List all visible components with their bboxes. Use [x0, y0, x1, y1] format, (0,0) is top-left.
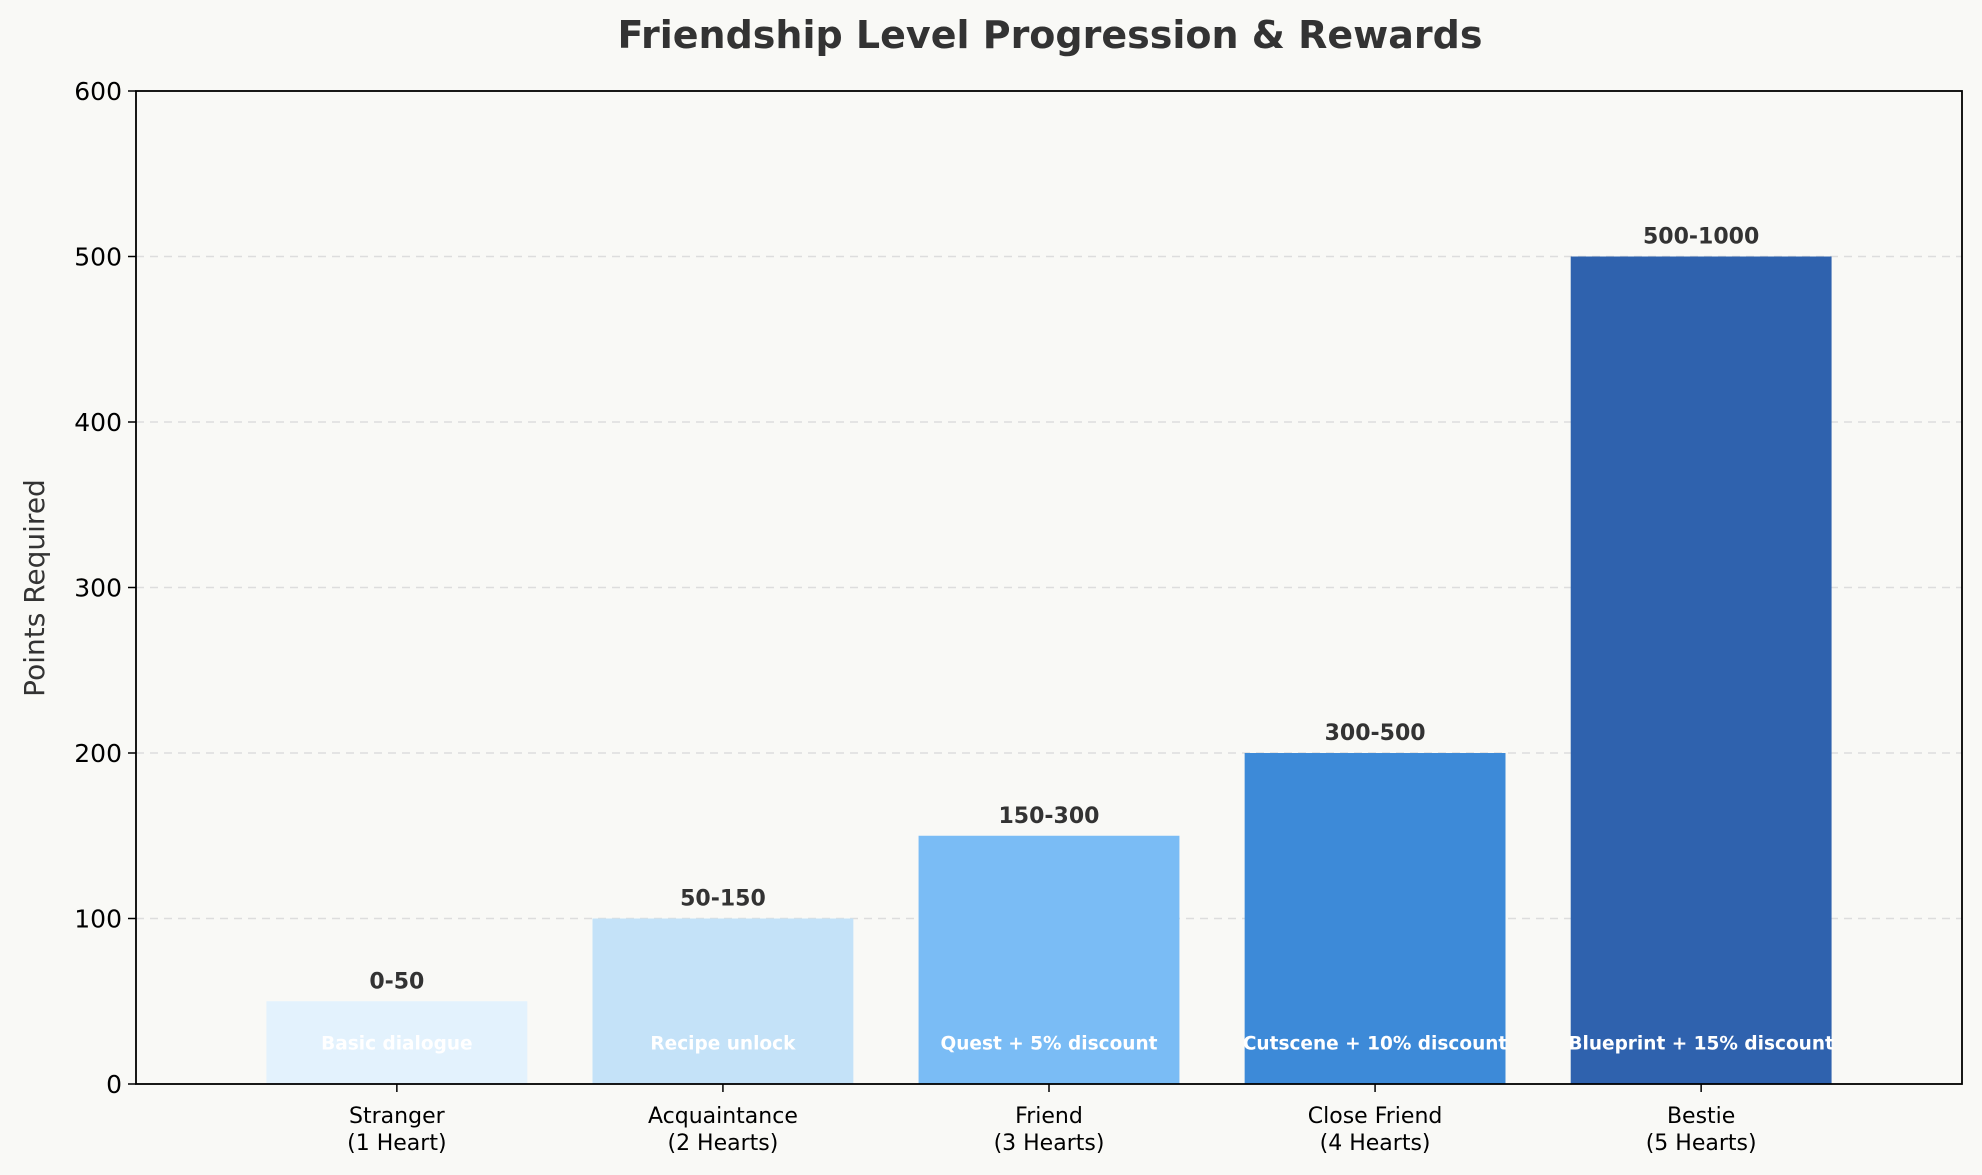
bar-value-label: 300-500 [1325, 721, 1426, 746]
x-tick-label: Friend [1015, 1104, 1083, 1129]
x-tick-label: (4 Hearts) [1320, 1131, 1431, 1156]
x-tick-label: (1 Heart) [347, 1131, 446, 1156]
plot-frame [135, 90, 1963, 1085]
y-tick-label: 200 [74, 739, 122, 768]
y-axis-label: Points Required [18, 479, 51, 697]
x-tick-label: Stranger [349, 1104, 446, 1129]
x-tick-label: (5 Hearts) [1646, 1131, 1757, 1156]
bar-reward-label: Blueprint + 15% discount [1568, 1034, 1834, 1055]
y-tick-label: 0 [106, 1070, 122, 1099]
bar [1570, 256, 1832, 1084]
x-tick-label: Acquaintance [648, 1104, 798, 1129]
y-tick-label: 600 [74, 77, 122, 106]
bar [592, 918, 854, 1084]
bar-reward-label: Recipe unlock [650, 1034, 796, 1055]
bar-value-label: 150-300 [999, 804, 1100, 829]
bar-value-label: 0-50 [369, 969, 424, 994]
y-tick-label: 500 [74, 243, 122, 272]
y-tick-label: 300 [74, 574, 122, 603]
bar [918, 835, 1180, 1084]
chart-title: Friendship Level Progression & Rewards [617, 13, 1482, 57]
bars [266, 256, 1832, 1084]
x-tick-label: (2 Hearts) [667, 1131, 778, 1156]
bar-reward-label: Basic dialogue [321, 1034, 472, 1055]
bar-reward-label: Quest + 5% discount [941, 1034, 1158, 1055]
bar-value-label: 500-1000 [1643, 225, 1759, 250]
y-tick-label: 100 [74, 905, 122, 934]
x-tick-label: (3 Hearts) [994, 1131, 1105, 1156]
bar [1244, 753, 1506, 1084]
x-tick-label: Bestie [1667, 1104, 1735, 1129]
bar-value-label: 50-150 [680, 887, 766, 912]
y-tick-label: 400 [74, 408, 122, 437]
bar-labels: 0-50 Basic dialogue 50-150 Recipe unlock 150… [321, 225, 1834, 1055]
bar [266, 1001, 528, 1084]
bar-reward-label: Cutscene + 10% discount [1243, 1034, 1508, 1055]
axes: 0 100 200 300 400 500 600 Stranger(1 Heart) Acqu… [74, 77, 1963, 1156]
x-tick-label: Close Friend [1308, 1104, 1443, 1129]
